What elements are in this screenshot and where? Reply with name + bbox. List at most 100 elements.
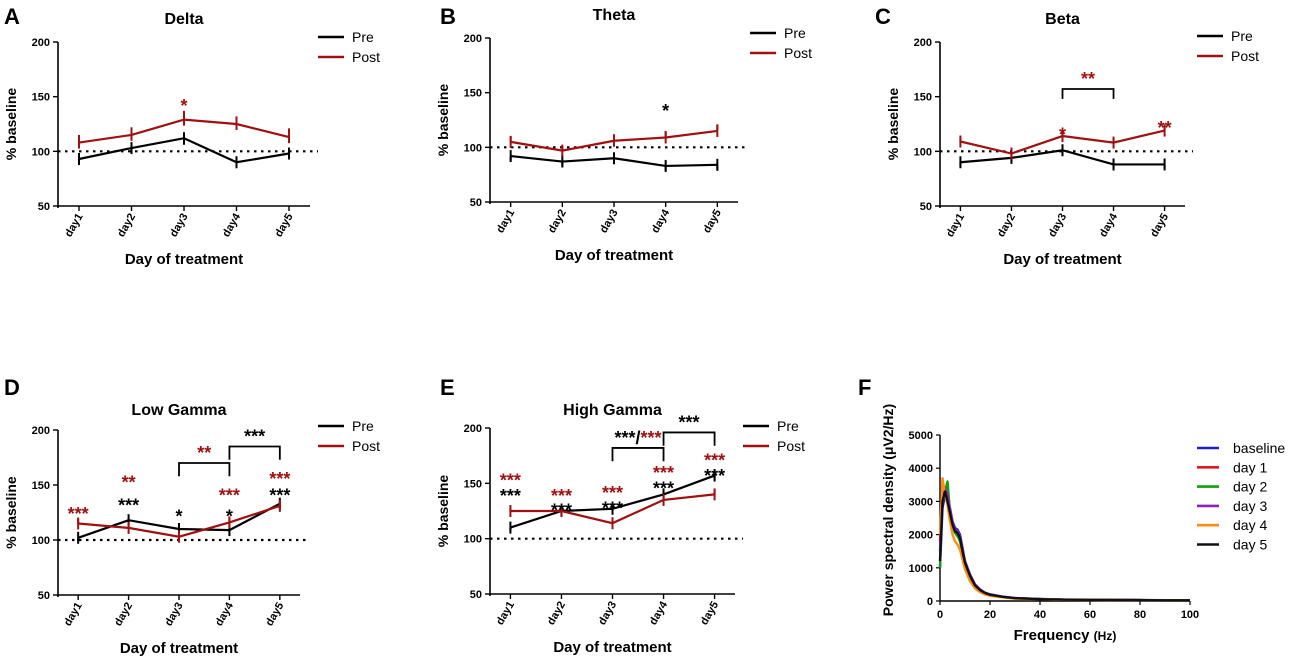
significance-marker: * [226, 506, 233, 526]
y-tick-label: 50 [470, 589, 482, 601]
x-tick-label: day2 [115, 212, 138, 240]
legend-label: Post [784, 45, 812, 61]
legend-label: Post [352, 49, 380, 65]
y-tick-label: 150 [32, 92, 50, 104]
significance-marker: *** [269, 486, 290, 506]
y-tick-label: 100 [914, 146, 932, 158]
significance-marker: ** [122, 472, 136, 492]
significance-marker: *** [704, 451, 725, 471]
legend-label: baseline [1233, 440, 1285, 456]
x-tick-label: day4 [649, 207, 672, 235]
y-tick-label: 100 [32, 146, 50, 158]
comparison-bracket [611, 447, 665, 462]
bracket-marker-separator: / [636, 428, 641, 448]
panel-letter: D [4, 375, 20, 400]
bracket-marker: ** [1081, 69, 1095, 89]
x-axis-title: Day of treatment [555, 247, 673, 264]
y-tick-label: 200 [32, 37, 50, 49]
y-tick-label: 100 [464, 142, 482, 154]
x-tick-label: day3 [168, 212, 191, 240]
comparison-bracket [178, 462, 231, 477]
significance-marker: *** [500, 486, 521, 506]
legend-label: Post [1231, 48, 1259, 64]
x-axis-title-main: Frequency [1014, 627, 1094, 644]
y-tick-label: 200 [464, 423, 482, 435]
y-tick-label: 100 [464, 534, 482, 546]
x-tick-label: 20 [984, 609, 996, 621]
x-tick-label: day5 [273, 212, 296, 240]
panel-b: B Theta 50 100 150 200 day1 day2 day3 day4 day5 Day… [435, 4, 812, 264]
x-tick-label: 100 [1181, 609, 1199, 621]
x-tick-label: day5 [1148, 212, 1171, 240]
y-axis-title: % baseline [435, 475, 451, 548]
comparison-bracket [662, 431, 716, 446]
x-axis-title: Day of treatment [120, 640, 238, 657]
x-tick-label: day5 [701, 208, 724, 236]
significance-marker: *** [219, 486, 240, 506]
y-tick-label: 100 [32, 535, 50, 547]
significance-marker: * [662, 101, 669, 121]
x-tick-label: day2 [545, 600, 568, 628]
y-tick-label: 4000 [909, 463, 933, 475]
panel-letter: C [875, 4, 891, 29]
y-axis-title: % baseline [885, 88, 901, 161]
significance-marker: * [1059, 124, 1066, 144]
panel-letter: F [858, 375, 871, 400]
psd-line-day-4 [938, 476, 1191, 602]
legend-label: day 3 [1233, 498, 1267, 514]
y-tick-label: 5000 [909, 430, 933, 442]
y-tick-label: 200 [464, 33, 482, 45]
panel-e: E High Gamma 50 100 150 200 day1 day2 day3 day4 da… [435, 375, 805, 656]
legend-label: Pre [352, 418, 374, 434]
significance-marker: *** [269, 469, 290, 489]
y-tick-label: 50 [470, 197, 482, 209]
panel-c: C Beta 50 100 150 200 day1 day2 day3 day4 day5 Day … [875, 4, 1259, 268]
x-tick-label: day1 [63, 212, 86, 240]
significance-marker: *** [68, 504, 89, 524]
x-tick-label: day3 [598, 208, 621, 236]
y-tick-label: 3000 [909, 496, 933, 508]
x-tick-label: 40 [1034, 609, 1046, 621]
significance-marker: *** [653, 463, 674, 483]
x-tick-label: day4 [220, 211, 243, 239]
y-tick-label: 150 [464, 478, 482, 490]
x-tick-label: day4 [213, 600, 236, 628]
panel-a: A Delta 50 100 150 200 day1 day2 day3 day4 day5 Day… [3, 4, 380, 268]
psd-line-day-2 [938, 480, 1190, 602]
legend-label: Pre [1231, 28, 1253, 44]
y-tick-label: 200 [32, 425, 50, 437]
y-tick-label: 50 [920, 201, 932, 213]
panel-title: Delta [164, 11, 203, 28]
significance-marker: *** [602, 483, 623, 503]
y-tick-label: 150 [914, 92, 932, 104]
x-tick-label: day1 [494, 208, 517, 236]
bracket-marker-pre: *** [614, 428, 635, 448]
y-tick-label: 150 [464, 88, 482, 100]
x-axis-title: Day of treatment [1003, 251, 1121, 268]
x-tick-label: day3 [1046, 212, 1069, 240]
legend-label: Post [777, 438, 805, 454]
legend-label: Pre [777, 418, 799, 434]
legend-label: day 5 [1233, 537, 1267, 553]
y-tick-label: 50 [38, 201, 50, 213]
significance-marker: *** [551, 486, 572, 506]
panel-letter: E [440, 375, 455, 400]
x-axis-title: Frequency (Hz) [1014, 627, 1117, 644]
bracket-marker: *** [679, 412, 700, 432]
psd-line-day-3 [938, 486, 1191, 602]
bracket-marker-combined: ***/*** [614, 428, 661, 448]
x-axis-unit: (Hz) [1094, 629, 1117, 643]
comparison-bracket [228, 445, 281, 460]
y-tick-label: 200 [914, 37, 932, 49]
psd-line-day-1 [938, 486, 1190, 602]
significance-marker: *** [602, 498, 623, 518]
bracket-marker: *** [244, 427, 265, 447]
x-tick-label: day3 [163, 601, 186, 629]
x-tick-label: day2 [995, 211, 1018, 239]
y-tick-label: 50 [38, 590, 50, 602]
x-axis-title: Day of treatment [125, 251, 243, 268]
panel-f: F 0 1000 2000 3000 4000 5000 0 20 40 60 80 100 Freque… [858, 375, 1285, 644]
legend-label: Pre [352, 29, 374, 45]
x-tick-label: day2 [112, 601, 135, 629]
psd-line-baseline [938, 493, 1191, 602]
